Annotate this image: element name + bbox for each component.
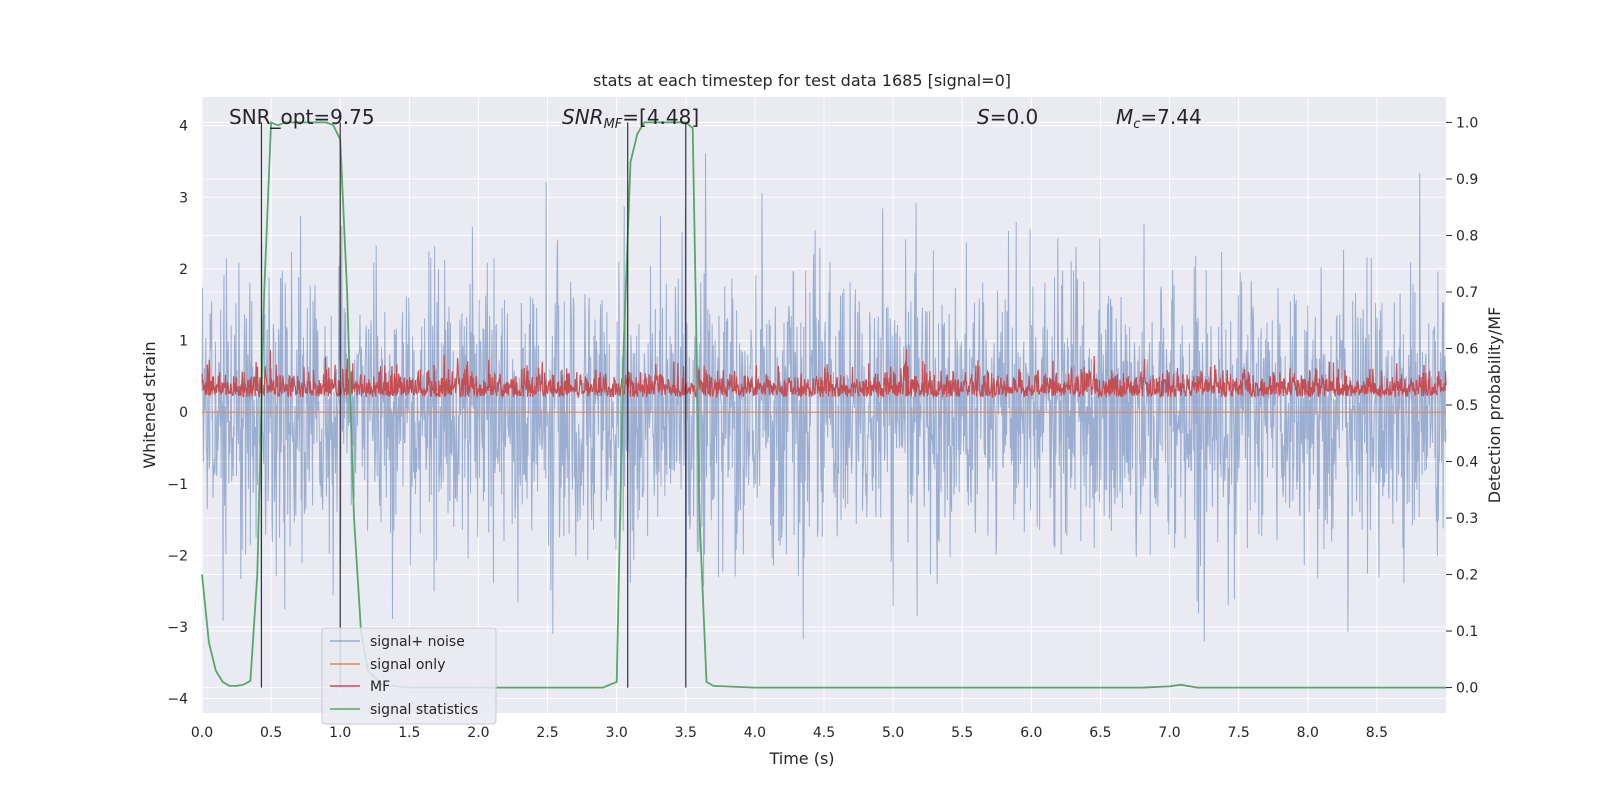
x-tick-label: 7.5 (1228, 725, 1250, 741)
y-right-tick-label: 0.8 (1456, 228, 1478, 244)
y-right-tick-labels: 1.0 0.9 0.8 0.7 0.6 0.5 0.4 0.3 0.2 0.1 0.0 (1446, 115, 1478, 697)
y-tick-label: 1 (179, 334, 188, 350)
vline-layer (260, 122, 687, 688)
y-right-tick-label: 0.9 (1456, 172, 1478, 188)
x-tick-label: 5.0 (882, 725, 904, 741)
x-tick-label: 8.5 (1366, 725, 1388, 741)
annotation-s-symbol: S (977, 105, 990, 129)
y-right-tick-label: 0.0 (1456, 681, 1478, 697)
x-tick-label: 5.5 (951, 725, 973, 741)
annotation-snr-mf-subscript: MF (604, 117, 623, 132)
x-tick-label: 1.0 (329, 725, 351, 741)
y-right-tick-label: 0.4 (1456, 455, 1478, 471)
annotation-s-value: =0.0 (990, 105, 1039, 129)
legend-label-signal-statistics: signal statistics (370, 702, 478, 718)
x-tick-label: 6.0 (1020, 725, 1042, 741)
x-tick-label: 4.5 (813, 725, 835, 741)
series-line-mf (201, 349, 1447, 400)
legend-label-mf: MF (370, 679, 390, 695)
annotation-mc-subscript: c (1133, 117, 1140, 132)
x-tick-label: 7.0 (1158, 725, 1180, 741)
y-tick-labels: 4 3 2 1 0 −1 −2 −3 −4 (167, 119, 188, 708)
y-right-tick-label: 0.6 (1456, 341, 1478, 357)
y-right-tick-label: 0.7 (1456, 285, 1478, 301)
y-right-tick-label: 0.5 (1456, 398, 1478, 414)
x-tick-label: 1.5 (398, 725, 420, 741)
y-right-axis-label: Detection probability/MF (1485, 307, 1504, 504)
chart-title: stats at each timestep for test data 168… (593, 71, 1011, 90)
x-tick-label: 4.0 (744, 725, 766, 741)
series-line-signal-noise (201, 153, 1447, 642)
y-tick-label: −3 (167, 620, 188, 636)
x-tick-label: 3.0 (606, 725, 628, 741)
y-tick-label: −2 (167, 548, 188, 564)
legend-label-signal-noise: signal+ noise (370, 634, 465, 650)
y-tick-label: 3 (179, 190, 188, 206)
annotation-snr-mf: SNRMF=[4.48] (562, 105, 699, 132)
y-tick-label: 0 (179, 405, 188, 421)
annotation-snr-opt: SNR_opt=9.75 (229, 105, 375, 129)
legend: signal+ noise signal only MF signal stat… (321, 627, 497, 725)
y-tick-label: −1 (167, 477, 188, 493)
y-right-tick-label: 0.3 (1456, 511, 1478, 527)
y-axis-label: Whitened strain (140, 341, 159, 468)
y-tick-label: 2 (179, 262, 188, 278)
x-tick-label: 6.5 (1089, 725, 1111, 741)
x-tick-label: 2.5 (536, 725, 558, 741)
x-tick-label: 0.0 (191, 725, 213, 741)
y-tick-label: −4 (167, 692, 188, 708)
annotation-s: S=0.0 (977, 105, 1038, 129)
annotation-mc-value: =7.44 (1140, 105, 1201, 129)
y-right-tick-label: 1.0 (1456, 115, 1478, 131)
annotations: SNR_opt=9.75 SNRMF=[4.48] S=0.0 Mc=7.44 (229, 105, 1202, 132)
annotation-snr-mf-value: =[4.48] (622, 105, 699, 129)
x-tick-label: 3.5 (675, 725, 697, 741)
annotation-snr-mf-symbol: SNR (562, 105, 604, 129)
x-tick-label: 8.0 (1297, 725, 1319, 741)
y-tick-label: 4 (179, 119, 188, 135)
x-axis-label: Time (s) (768, 749, 834, 768)
annotation-mc-symbol: M (1116, 105, 1133, 129)
y-right-tick-label: 0.1 (1456, 624, 1478, 640)
legend-label-signal-only: signal only (370, 657, 445, 673)
x-tick-labels: 0.0 0.5 1.0 1.5 2.0 2.5 3.0 3.5 4.0 4.5 5.0 5.5 6.0 6… (191, 725, 1388, 741)
annotation-mc: Mc=7.44 (1116, 105, 1202, 132)
y-right-tick-label: 0.2 (1456, 568, 1478, 584)
x-tick-label: 0.5 (260, 725, 282, 741)
x-tick-label: 2.0 (467, 725, 489, 741)
legend-box (321, 627, 497, 725)
